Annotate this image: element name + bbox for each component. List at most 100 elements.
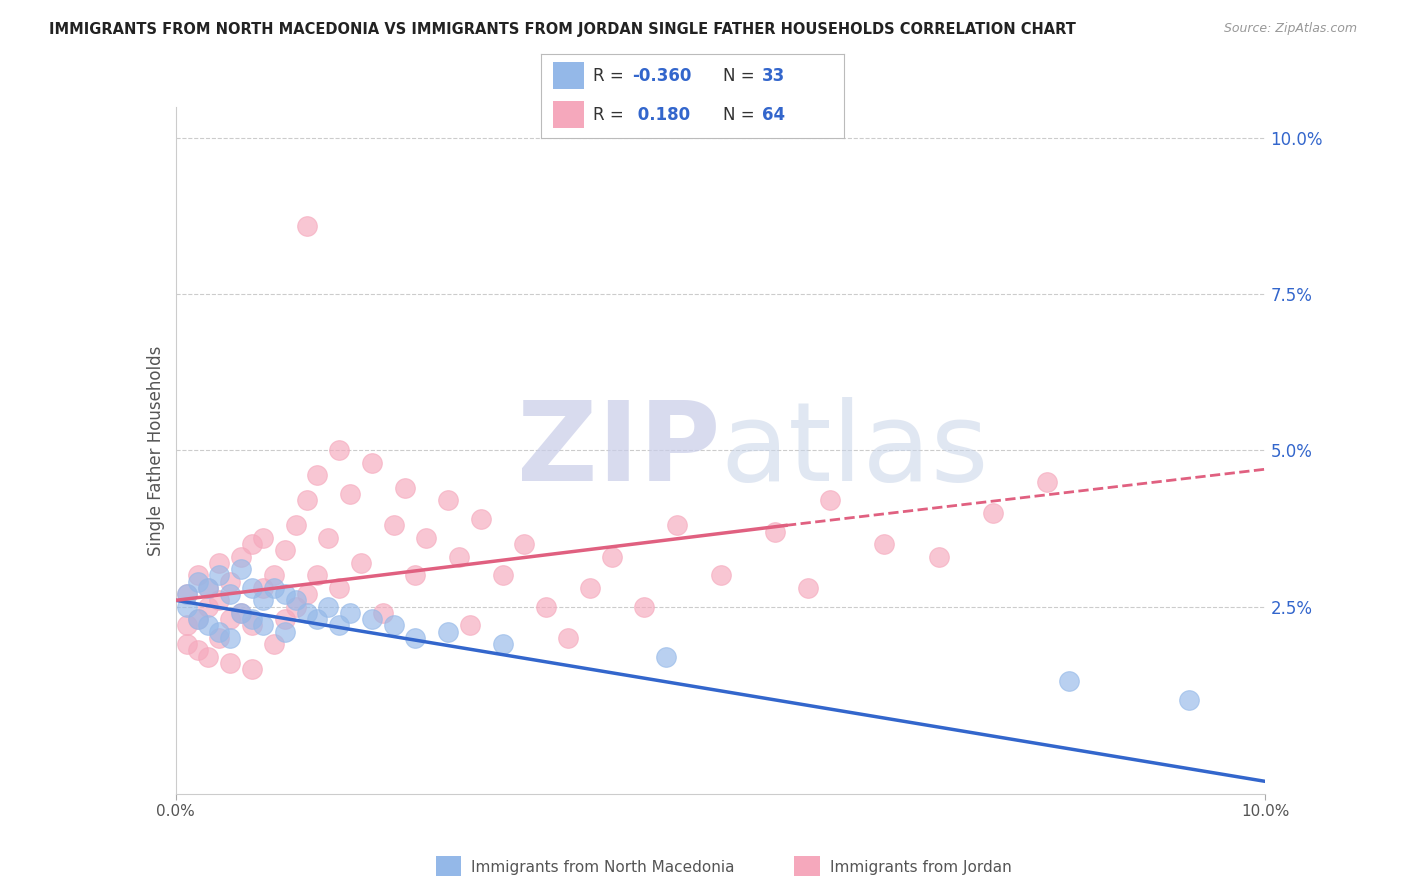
Text: IMMIGRANTS FROM NORTH MACEDONIA VS IMMIGRANTS FROM JORDAN SINGLE FATHER HOUSEHOL: IMMIGRANTS FROM NORTH MACEDONIA VS IMMIG… [49,22,1076,37]
Point [492,568,515,582]
Point [176,587,198,601]
Text: Immigrants from North Macedonia: Immigrants from North Macedonia [471,860,734,874]
Point [197,618,219,632]
Text: atlas: atlas [721,397,988,504]
Point [231,562,253,576]
Text: Source: ZipAtlas.com: Source: ZipAtlas.com [1223,22,1357,36]
Point [252,531,274,545]
Point [382,518,405,533]
Point [186,612,209,626]
Point [307,468,329,483]
Point [437,624,460,639]
Point [186,612,209,626]
Point [382,618,405,632]
Point [1036,475,1059,489]
Point [328,618,350,632]
Text: N =: N = [723,105,754,123]
Point [186,643,209,657]
Point [928,549,950,564]
Point [328,443,350,458]
Point [274,612,297,626]
Point [339,487,361,501]
Point [447,549,470,564]
Point [710,568,733,582]
Point [405,568,427,582]
Point [197,581,219,595]
Point [1178,693,1201,707]
Text: R =: R = [593,67,623,85]
Point [295,219,318,233]
Point [492,637,515,651]
Point [284,593,307,607]
Bar [554,62,583,89]
Point [579,581,602,595]
Point [818,493,841,508]
Text: Immigrants from Jordan: Immigrants from Jordan [830,860,1011,874]
Point [176,637,198,651]
Point [263,568,285,582]
Point [284,518,307,533]
Point [415,531,437,545]
Point [176,618,198,632]
Point [240,537,263,551]
Point [186,574,209,589]
Point [197,599,219,614]
Point [534,599,557,614]
Bar [554,101,583,128]
Point [284,599,307,614]
Point [240,662,263,676]
Point [176,599,198,614]
Point [513,537,536,551]
Point [231,606,253,620]
Point [318,599,340,614]
Point [394,481,416,495]
Point [197,649,219,664]
Point [981,506,1004,520]
Point [600,549,623,564]
Point [633,599,655,614]
Point [240,581,263,595]
Point [252,581,274,595]
Point [458,618,481,632]
Point [371,606,394,620]
Point [274,624,297,639]
Point [219,631,242,645]
Point [655,649,678,664]
Point [318,531,340,545]
Point [360,612,382,626]
Point [557,631,579,645]
Point [208,624,231,639]
Point [437,493,460,508]
Point [208,631,231,645]
Text: ZIP: ZIP [517,397,721,504]
Point [219,574,242,589]
Point [360,456,382,470]
Text: R =: R = [593,105,623,123]
Point [219,612,242,626]
Point [339,606,361,620]
Point [219,656,242,670]
Point [763,524,786,539]
Text: N =: N = [723,67,754,85]
Point [208,593,231,607]
Point [208,556,231,570]
Point [186,568,209,582]
Point [307,568,329,582]
Point [307,612,329,626]
Point [240,612,263,626]
Point [797,581,820,595]
Point [470,512,492,526]
Text: -0.360: -0.360 [633,67,692,85]
Point [263,581,285,595]
Point [873,537,896,551]
Point [295,606,318,620]
Point [295,587,318,601]
Point [219,587,242,601]
Point [405,631,427,645]
Point [666,518,689,533]
Point [176,587,198,601]
Point [263,637,285,651]
Point [240,618,263,632]
Point [208,568,231,582]
Point [252,593,274,607]
